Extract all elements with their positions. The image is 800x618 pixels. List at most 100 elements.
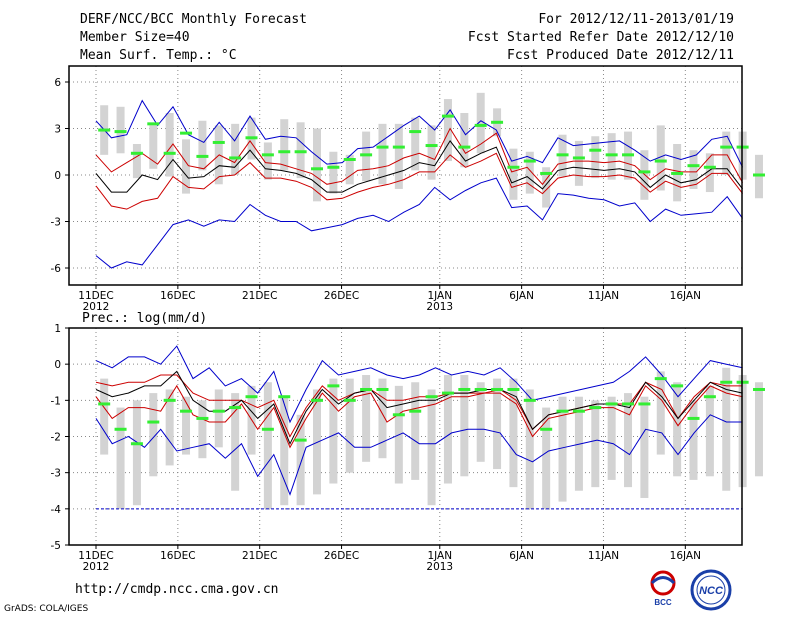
ensemble-box: [525, 389, 534, 509]
ensemble-box: [476, 92, 485, 154]
ensemble-box: [149, 393, 158, 477]
chart-panel-2: -5 -4 -3 -2 -1 0 1 11DEC 16DEC 21DEC 26DEC 1JAN 6JAN…: [51, 311, 765, 573]
ensemble-box: [460, 113, 469, 168]
ensemble-box: [362, 375, 371, 462]
svg-text:BCC: BCC: [654, 598, 672, 607]
ensemble-box: [689, 400, 698, 480]
ensemble-box: [231, 123, 240, 175]
grads-credit: GrADS: COLA/IGES: [4, 604, 89, 614]
member-size: Member Size=40: [80, 30, 190, 45]
ensemble-box: [411, 382, 420, 480]
x-tick-label: 11JAN: [588, 290, 619, 302]
chart-title: DERF/NCC/BCC Monthly Forecast: [80, 12, 307, 27]
produced-date: Fcst Produced Date 2012/12/11: [507, 48, 734, 63]
y-tick-label: 3: [54, 124, 61, 136]
ensemble-box: [149, 125, 158, 169]
ensemble-box: [443, 375, 452, 484]
x-tick-label: 26DEC: [324, 550, 359, 562]
year-label: 2013: [426, 561, 453, 573]
ensemble-box: [296, 122, 305, 179]
ensemble-box: [509, 378, 518, 488]
x-tick-label: 1JAN: [427, 290, 452, 302]
ensemble-box: [722, 367, 731, 491]
series-min-line: [95, 177, 744, 269]
ensemble-box: [362, 131, 371, 182]
source-url[interactable]: http://cmdp.ncc.cma.gov.cn: [75, 582, 279, 597]
x-tick-label: 6JAN: [509, 290, 534, 302]
ensemble-box: [443, 99, 452, 162]
series-p_upper-line: [95, 374, 743, 438]
ensemble-box: [673, 382, 682, 477]
ensemble-box: [100, 378, 109, 455]
ensemble-box: [263, 382, 272, 509]
x-tick-label: 1JAN: [427, 550, 452, 562]
series-min-line: [95, 414, 743, 496]
ensemble-box: [394, 123, 403, 189]
variable-label: Mean Surf. Temp.: °C: [80, 48, 237, 63]
panel-title: Prec.: log(mm/d): [82, 311, 207, 326]
ensemble-box: [542, 167, 551, 208]
ncc-logo-icon: NCC: [690, 569, 732, 611]
x-tick-label: 11JAN: [588, 550, 619, 562]
ensemble-box: [591, 400, 600, 488]
y-tick-label: -1: [51, 395, 61, 407]
x-tick-label: 21DEC: [242, 550, 277, 562]
ensemble-box: [656, 125, 665, 191]
ensemble-box: [378, 123, 387, 185]
ensemble-box: [427, 389, 436, 506]
x-tick-label: 16DEC: [160, 290, 195, 302]
ensemble-box: [165, 113, 174, 177]
ensemble-box: [296, 414, 305, 506]
ensemble-box: [640, 396, 649, 498]
ensemble-box: [607, 133, 616, 180]
forecast-period: For 2012/12/11-2013/01/19: [538, 12, 734, 27]
ensemble-box: [280, 396, 289, 506]
x-tick-label: 16JAN: [670, 550, 701, 562]
y-tick-label: -3: [51, 468, 61, 480]
series-p_lower-line: [95, 152, 743, 210]
ensemble-box: [263, 142, 272, 180]
ensemble-box: [198, 400, 207, 459]
ensemble-box: [280, 119, 289, 171]
ensemble-box: [411, 117, 420, 171]
x-tick-label: 6JAN: [509, 550, 534, 562]
year-label: 2012: [83, 301, 110, 313]
y-tick-label: 0: [54, 170, 61, 182]
y-tick-label: 1: [54, 323, 61, 335]
svg-text:NCC: NCC: [699, 585, 724, 597]
ensemble-box: [345, 378, 354, 473]
ensemble-box: [558, 396, 567, 502]
year-label: 2012: [83, 561, 110, 573]
ensemble-box: [624, 393, 633, 488]
ensemble-box: [132, 400, 141, 506]
ensemble-box: [165, 389, 174, 466]
series-p_upper-line: [95, 127, 744, 186]
ensemble-box: [754, 382, 763, 477]
x-tick-label: 16DEC: [160, 550, 195, 562]
chart-panel-1: -6 -3 0 3 6 11DEC 16DEC 21DEC 26DEC 1JAN 6JAN 11JAN…: [51, 65, 765, 313]
ensemble-box: [754, 154, 763, 199]
ensemble-box: [476, 382, 485, 462]
ensemble-box: [116, 407, 125, 509]
x-tick-label: 26DEC: [324, 290, 359, 302]
ensemble-box: [574, 140, 583, 186]
y-tick-label: 6: [54, 77, 61, 89]
ensemble-box: [493, 378, 502, 470]
ensemble-box: [591, 136, 600, 179]
bcc-logo-icon: BCC: [650, 570, 676, 607]
y-tick-label: -2: [51, 432, 61, 444]
ensemble-box: [345, 154, 354, 185]
ensemble-box: [460, 375, 469, 477]
ensemble-box: [509, 148, 518, 200]
ensemble-box: [705, 153, 714, 193]
x-tick-label: 11DEC: [78, 550, 113, 562]
ensemble-box: [198, 120, 207, 171]
y-tick-label: 0: [54, 359, 61, 371]
ensemble-box: [427, 125, 436, 180]
y-tick-label: -5: [51, 540, 61, 552]
series-mean-line: [95, 370, 743, 445]
series-max-line: [95, 99, 744, 168]
y-tick-label: -6: [51, 263, 62, 275]
ensemble-box: [705, 385, 714, 477]
